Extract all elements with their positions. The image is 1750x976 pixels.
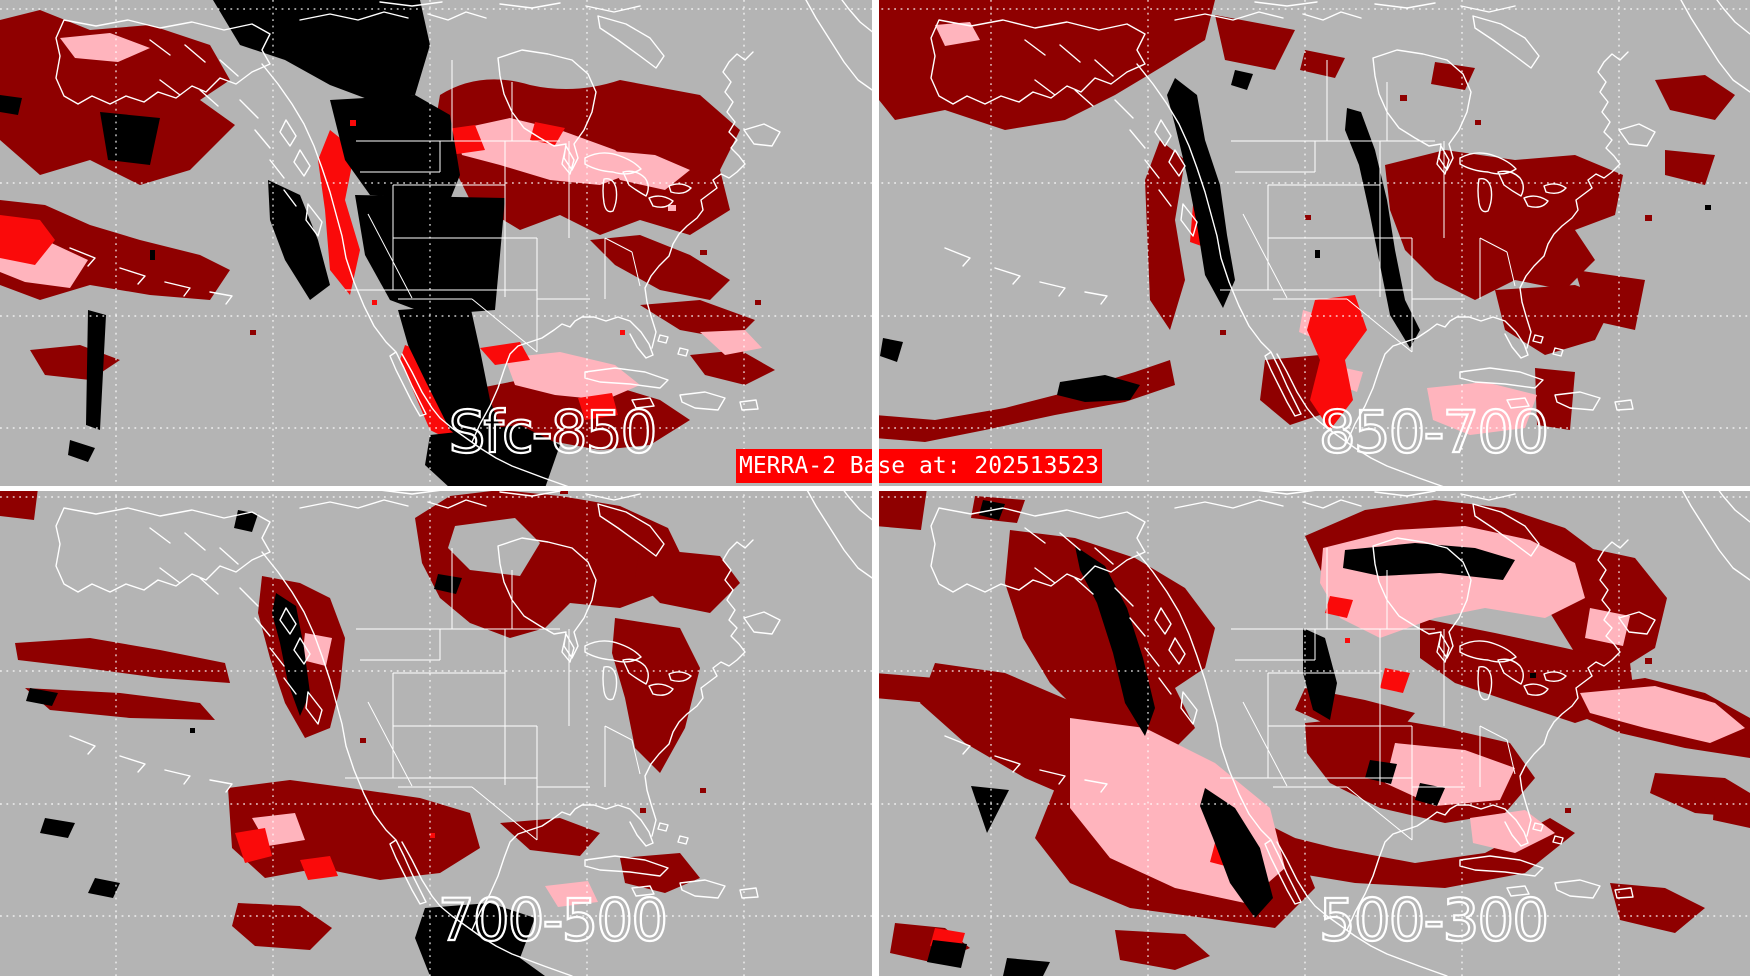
panel-label-sfc-850: Sfc-850 — [449, 398, 656, 466]
timestamp-banner: MERRA-2 Base at: 202513523 — [736, 449, 1102, 483]
panel-label-700-500: 700-500 — [438, 886, 666, 954]
data-shading — [875, 0, 1735, 442]
horizontal-panel-divider — [0, 486, 1750, 491]
data-shading — [875, 488, 1750, 976]
map-panel-700-500: 700-500 — [0, 488, 875, 976]
data-shading — [0, 0, 775, 488]
panel-label-500-300: 500-300 — [1319, 886, 1547, 954]
panel-label-850-700: 850-700 — [1319, 398, 1547, 466]
map-panel-850-700: 850-700 — [875, 0, 1750, 488]
map-panel-sfc-850: Sfc-850 — [0, 0, 875, 488]
map-panel-500-300: 500-300 — [875, 488, 1750, 976]
